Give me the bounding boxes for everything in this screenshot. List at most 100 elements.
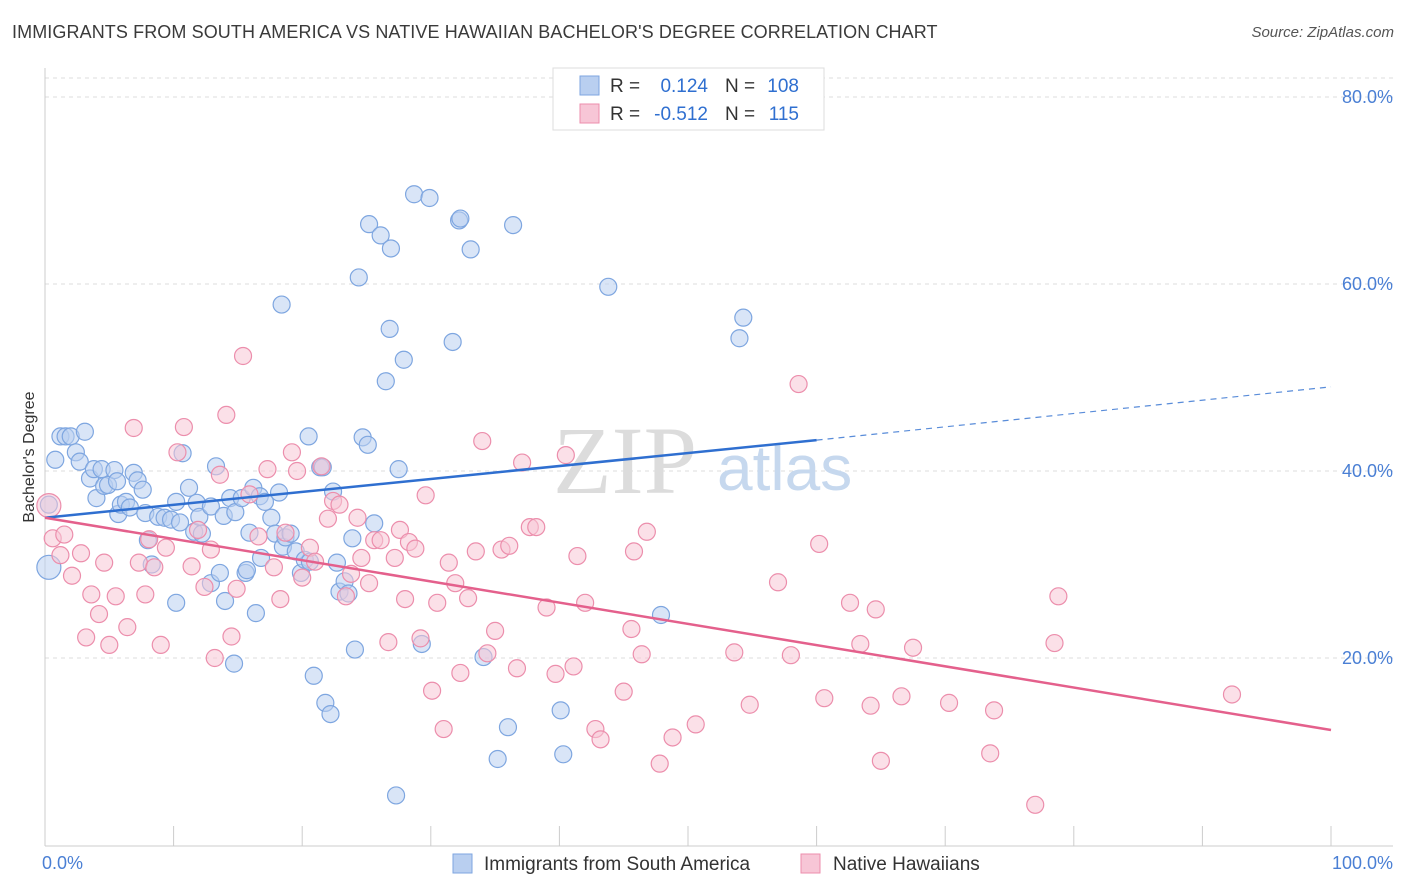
legend-blue-swatch [452, 853, 473, 874]
blue-point [210, 563, 229, 583]
pink-point [981, 744, 1000, 763]
blue-point [551, 701, 570, 720]
pink-point [939, 693, 959, 712]
pink-point [507, 659, 527, 678]
stats-blue-r-label: R = [610, 76, 640, 97]
pink-point [240, 485, 259, 504]
blue-trend-line [44, 438, 817, 519]
blue-point [730, 329, 749, 348]
pink-point [871, 751, 891, 770]
legend-blue-label: Immigrants from South America [484, 854, 751, 875]
y-tick-label: 40.0% [1342, 461, 1393, 481]
pink-point [851, 634, 870, 654]
blue-point [371, 226, 390, 245]
trend-layer [44, 386, 1332, 732]
pink-point [663, 728, 682, 747]
pink-point [1026, 795, 1045, 814]
pink-point [466, 542, 485, 561]
y-tick-label: 20.0% [1342, 648, 1393, 668]
pink-point [118, 618, 137, 637]
pink-point [451, 663, 470, 683]
blue-point [107, 472, 127, 491]
blue-point [224, 654, 244, 673]
x-tick-label: 100.0% [1332, 853, 1393, 873]
legend-pink-swatch [800, 853, 821, 874]
pink-point [330, 495, 349, 514]
blue-point [46, 450, 65, 469]
pink-point [71, 544, 91, 563]
pink-point [840, 593, 860, 612]
pink-point [478, 644, 497, 663]
stats-pink-swatch [579, 103, 600, 124]
pink-point [395, 589, 415, 609]
x-tick-label: 0.0% [42, 853, 83, 873]
blue-point [246, 604, 266, 623]
blue-point [504, 215, 523, 235]
pink-point [591, 730, 610, 749]
pink-point [36, 492, 62, 519]
pink-point [371, 531, 390, 550]
stats-pink-r-label: R = [610, 104, 640, 125]
blue-point [359, 215, 379, 234]
blue-point [343, 529, 362, 548]
blue-point [167, 593, 186, 612]
pink-point [1045, 633, 1064, 653]
pink-point [77, 628, 96, 647]
blue-point [599, 277, 618, 296]
blue-point [167, 492, 186, 511]
blue-point [70, 452, 89, 471]
pink-point [282, 443, 302, 462]
pink-point [379, 633, 398, 652]
pink-point [89, 604, 109, 624]
pink-point [55, 525, 74, 544]
pink-point [156, 538, 175, 557]
chart-source: Source: ZipAtlas.com [1251, 24, 1394, 41]
blue-point [272, 295, 291, 314]
pink-point [318, 509, 338, 528]
pink-point [568, 546, 587, 566]
watermark: ZIP atlas [553, 407, 852, 514]
pink-point [352, 548, 371, 568]
pink-point [866, 600, 885, 619]
blue-trend-extension [816, 386, 1332, 441]
pink-point [614, 682, 633, 701]
pink-point [537, 598, 556, 617]
stats-pink-r-value: -0.512 [654, 104, 708, 125]
pink-point [789, 374, 808, 394]
series-legend: Immigrants from South America Native Haw… [452, 853, 980, 875]
pink-point [411, 629, 430, 648]
pink-point [637, 522, 656, 541]
y-tick-label: 80.0% [1342, 87, 1393, 107]
stats-blue-n-label: N = [725, 76, 755, 97]
pink-point [145, 558, 164, 577]
blue-point [358, 435, 377, 454]
pink-point [458, 589, 478, 608]
blue-point [554, 745, 573, 764]
pink-point [556, 446, 575, 465]
pink-point [258, 460, 277, 479]
pink-point [151, 635, 170, 655]
blue-point [75, 422, 94, 441]
chart-title: IMMIGRANTS FROM SOUTH AMERICA VS NATIVE … [12, 22, 938, 42]
pink-point [100, 635, 119, 655]
pink-point [385, 548, 404, 568]
pink-point [174, 417, 193, 437]
pink-point [416, 486, 435, 505]
pink-point [124, 418, 143, 438]
pink-point [249, 527, 268, 546]
y-axis-label: Bachelor's Degree [21, 391, 38, 522]
blue-point [327, 553, 347, 572]
pink-point [348, 508, 367, 527]
pink-point [227, 579, 246, 598]
blue-point [381, 239, 401, 258]
pink-point [95, 553, 114, 572]
blue-point [321, 704, 340, 724]
pink-point [62, 566, 82, 585]
blue-point [443, 332, 462, 352]
blue-point [179, 478, 199, 497]
pink-point [1222, 685, 1242, 704]
y-tick-label: 60.0% [1342, 274, 1393, 294]
pink-point [781, 646, 800, 665]
pink-point [106, 587, 125, 606]
pink-point [82, 585, 101, 604]
